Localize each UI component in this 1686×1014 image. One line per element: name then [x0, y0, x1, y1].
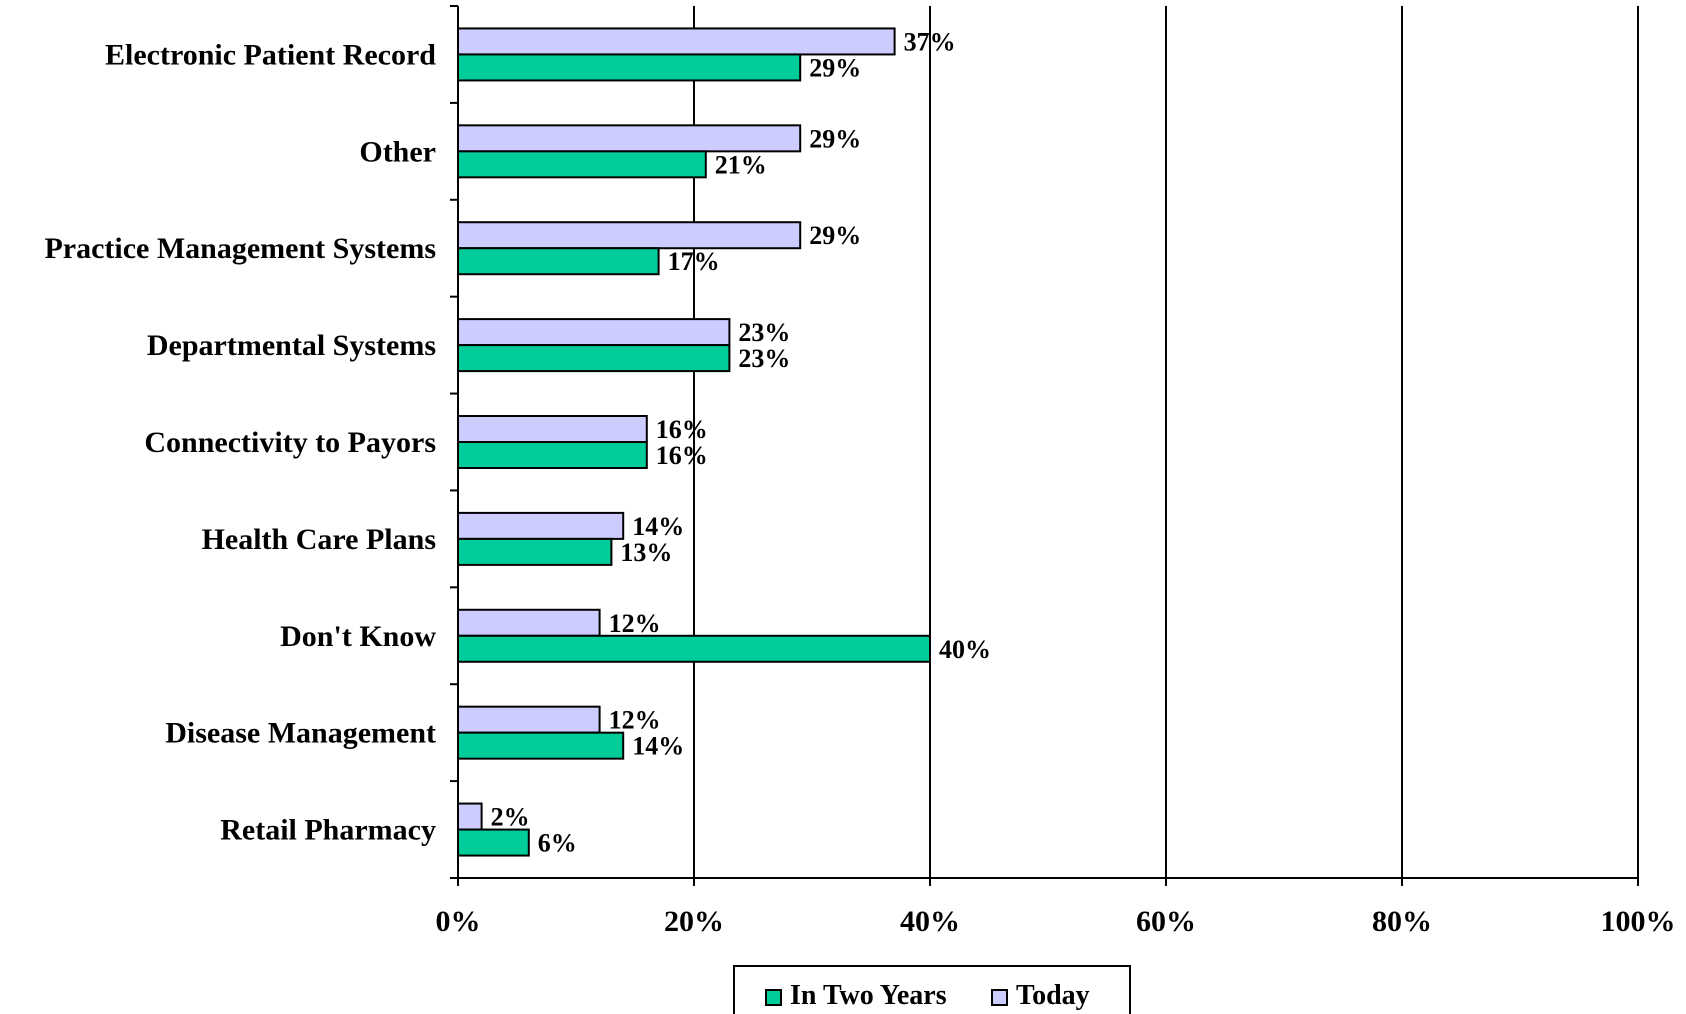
legend-box: [733, 965, 1131, 1014]
grid-lines: [693, 6, 1639, 878]
legend-label: Today: [1016, 980, 1090, 1011]
data-label: 23%: [738, 318, 790, 347]
x-tick-label: 80%: [1372, 905, 1432, 938]
data-label: 2%: [491, 803, 530, 832]
x-tick-label: 60%: [1136, 905, 1196, 938]
bar-in-two-years: [457, 634, 931, 663]
bar-in-two-years: [457, 53, 802, 82]
bar-today: [457, 318, 731, 347]
axes: 0% 20% 40% 60% 80% 100%: [436, 5, 1676, 938]
x-tick-label: 40%: [900, 905, 960, 938]
bar-in-two-years: [457, 344, 731, 373]
bar-today: [457, 27, 896, 56]
data-label: 29%: [809, 221, 861, 250]
data-label: 29%: [809, 124, 861, 153]
category-label: Health Care Plans: [202, 523, 436, 556]
legend-label: In Two Years: [790, 980, 947, 1011]
bar-in-two-years: [457, 150, 707, 179]
bar-today: [457, 415, 648, 443]
data-label: 37%: [904, 27, 956, 56]
bar-in-two-years: [457, 247, 660, 276]
data-label: 13%: [620, 538, 672, 567]
category-label: Electronic Patient Record: [105, 38, 436, 71]
category-label: Departmental Systems: [147, 329, 436, 362]
category-label: Practice Management Systems: [44, 232, 436, 265]
data-label: 23%: [738, 344, 790, 373]
data-label: 17%: [668, 247, 720, 276]
category-label: Disease Management: [165, 717, 436, 750]
bar-in-two-years: [457, 441, 648, 469]
data-label: 16%: [656, 441, 708, 470]
bar-today: [457, 608, 601, 637]
category-label: Don't Know: [280, 620, 436, 653]
data-label: 14%: [632, 732, 684, 761]
legend-swatch: [991, 989, 1008, 1006]
data-label: 6%: [538, 829, 577, 858]
x-tick-label: 0%: [436, 905, 481, 938]
x-tick-label: 20%: [664, 905, 724, 938]
data-label: 12%: [609, 706, 661, 735]
bar-in-two-years: [457, 828, 530, 857]
legend-swatch: [765, 989, 782, 1006]
bar-today: [457, 802, 483, 831]
bar-today: [457, 705, 601, 734]
labels: Electronic Patient Record 37% 29% Other 29% 2…: [44, 27, 991, 857]
data-label: 40%: [939, 635, 991, 664]
bar-today: [457, 221, 802, 250]
category-label: Retail Pharmacy: [220, 814, 436, 847]
legend: In Two Years Today: [733, 965, 1131, 1014]
bar-today: [457, 511, 625, 540]
bar-today: [457, 124, 802, 153]
data-label: 29%: [809, 53, 861, 82]
bar-in-two-years: [457, 537, 613, 566]
category-label: Other: [359, 135, 436, 168]
data-label: 14%: [632, 512, 684, 541]
data-label: 21%: [715, 150, 767, 179]
data-label: 12%: [609, 609, 661, 638]
x-tick-label: 100%: [1601, 905, 1676, 938]
category-label: Connectivity to Payors: [144, 426, 436, 459]
bar-in-two-years: [457, 731, 625, 760]
data-label: 16%: [656, 415, 708, 444]
